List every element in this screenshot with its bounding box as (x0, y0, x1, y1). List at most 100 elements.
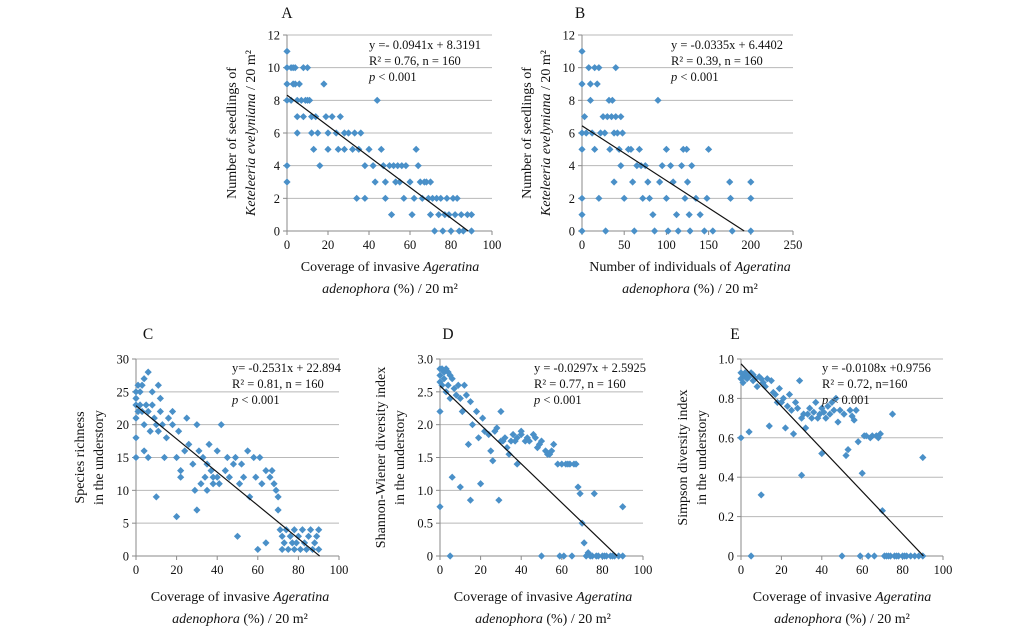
data-point (874, 434, 882, 442)
data-point (535, 440, 544, 448)
data-point (209, 473, 217, 481)
data-point (826, 410, 834, 418)
data-point (620, 194, 628, 202)
y-tick-label: 2.5 (417, 385, 433, 399)
data-point (266, 473, 274, 481)
data-point (870, 552, 878, 560)
y-axis-label: in the understory (695, 410, 710, 505)
y-tick-label: 1.5 (417, 451, 433, 465)
data-point (793, 404, 802, 412)
data-point (340, 129, 348, 137)
data-point (150, 414, 158, 422)
data-point (814, 414, 822, 422)
data-point (294, 532, 302, 540)
data-point (283, 80, 291, 88)
data-point (436, 407, 444, 416)
data-point (334, 145, 342, 153)
x-axis-label: Coverage of invasive Ageratina (301, 260, 479, 275)
data-point (576, 490, 584, 498)
data-point (585, 64, 593, 72)
y-tick-label: 0.6 (718, 431, 734, 445)
data-point (840, 410, 848, 418)
data-point (140, 375, 148, 383)
data-point (830, 406, 838, 414)
x-tick-label: 20 (170, 563, 183, 577)
data-point (888, 410, 897, 418)
data-point (630, 227, 638, 235)
data-point (237, 460, 246, 468)
x-tick-label: 40 (816, 563, 829, 577)
y-axis-label: Shannon-Wiener diversity index (374, 367, 389, 548)
x-tick-label: 0 (284, 238, 290, 252)
data-point (282, 526, 290, 534)
y-tick-label: 0.4 (718, 471, 734, 485)
data-point (381, 178, 389, 186)
data-point (433, 194, 441, 202)
data-point (414, 162, 422, 170)
data-point (649, 211, 657, 219)
data-point (336, 113, 344, 121)
data-point (617, 113, 625, 121)
data-point (705, 145, 713, 153)
data-point (340, 145, 348, 153)
data-point (217, 421, 225, 429)
data-point (586, 96, 595, 104)
data-point (541, 447, 550, 455)
data-point (838, 552, 846, 560)
data-point (435, 211, 443, 219)
data-point (578, 211, 586, 219)
y-tick-label: 30 (117, 353, 130, 367)
data-point (686, 227, 694, 235)
data-point (700, 227, 708, 235)
data-point (574, 483, 582, 491)
data-point (856, 552, 864, 560)
data-point (578, 519, 586, 527)
data-point (308, 113, 316, 121)
x-tick-label: 50 (618, 238, 631, 252)
data-point (191, 486, 199, 494)
data-point (351, 129, 359, 137)
data-point (379, 162, 387, 170)
data-point (302, 545, 311, 554)
data-point (453, 194, 461, 202)
data-point (201, 473, 209, 481)
data-point (193, 506, 201, 514)
x-tick-label: 80 (445, 238, 458, 252)
data-point (315, 545, 323, 554)
y-axis-label: Species richness (73, 411, 88, 503)
data-point (213, 473, 221, 481)
data-point (316, 162, 324, 170)
data-point (299, 64, 307, 72)
data-point (466, 398, 475, 406)
data-point (747, 227, 755, 235)
data-point (290, 526, 298, 534)
data-point (262, 539, 270, 547)
data-point (156, 407, 164, 416)
data-point (789, 430, 798, 438)
data-point (507, 437, 515, 445)
data-point (578, 227, 586, 235)
data-point (390, 162, 398, 170)
data-point (533, 444, 542, 452)
data-point (820, 408, 828, 416)
data-point (136, 388, 144, 396)
y-tick-label: 10 (117, 484, 130, 498)
data-point (328, 113, 336, 121)
data-point (654, 96, 662, 104)
data-point (406, 178, 414, 186)
y-tick-label: 5 (123, 517, 129, 531)
data-point (812, 398, 820, 406)
data-point (140, 447, 148, 455)
data-point (455, 227, 463, 235)
data-point (424, 194, 433, 202)
data-point (627, 145, 635, 153)
data-point (203, 486, 211, 494)
data-point (156, 394, 164, 402)
y-tick-label: 10 (268, 61, 281, 75)
panel-a: A 0 2 4 6 8 10 12 0 20 40 60 80 100 y =- 0.0941x + 8.3… (225, 5, 501, 297)
y-tick-label: 0 (274, 225, 280, 239)
data-point (586, 80, 595, 88)
panel-c: C 0 5 10 15 20 25 30 0 20 40 60 80 100 y= -0.2531x + 2… (73, 326, 348, 627)
x-axis-label: adenophora (%) / 20 m² (622, 282, 758, 297)
data-point (554, 460, 562, 468)
